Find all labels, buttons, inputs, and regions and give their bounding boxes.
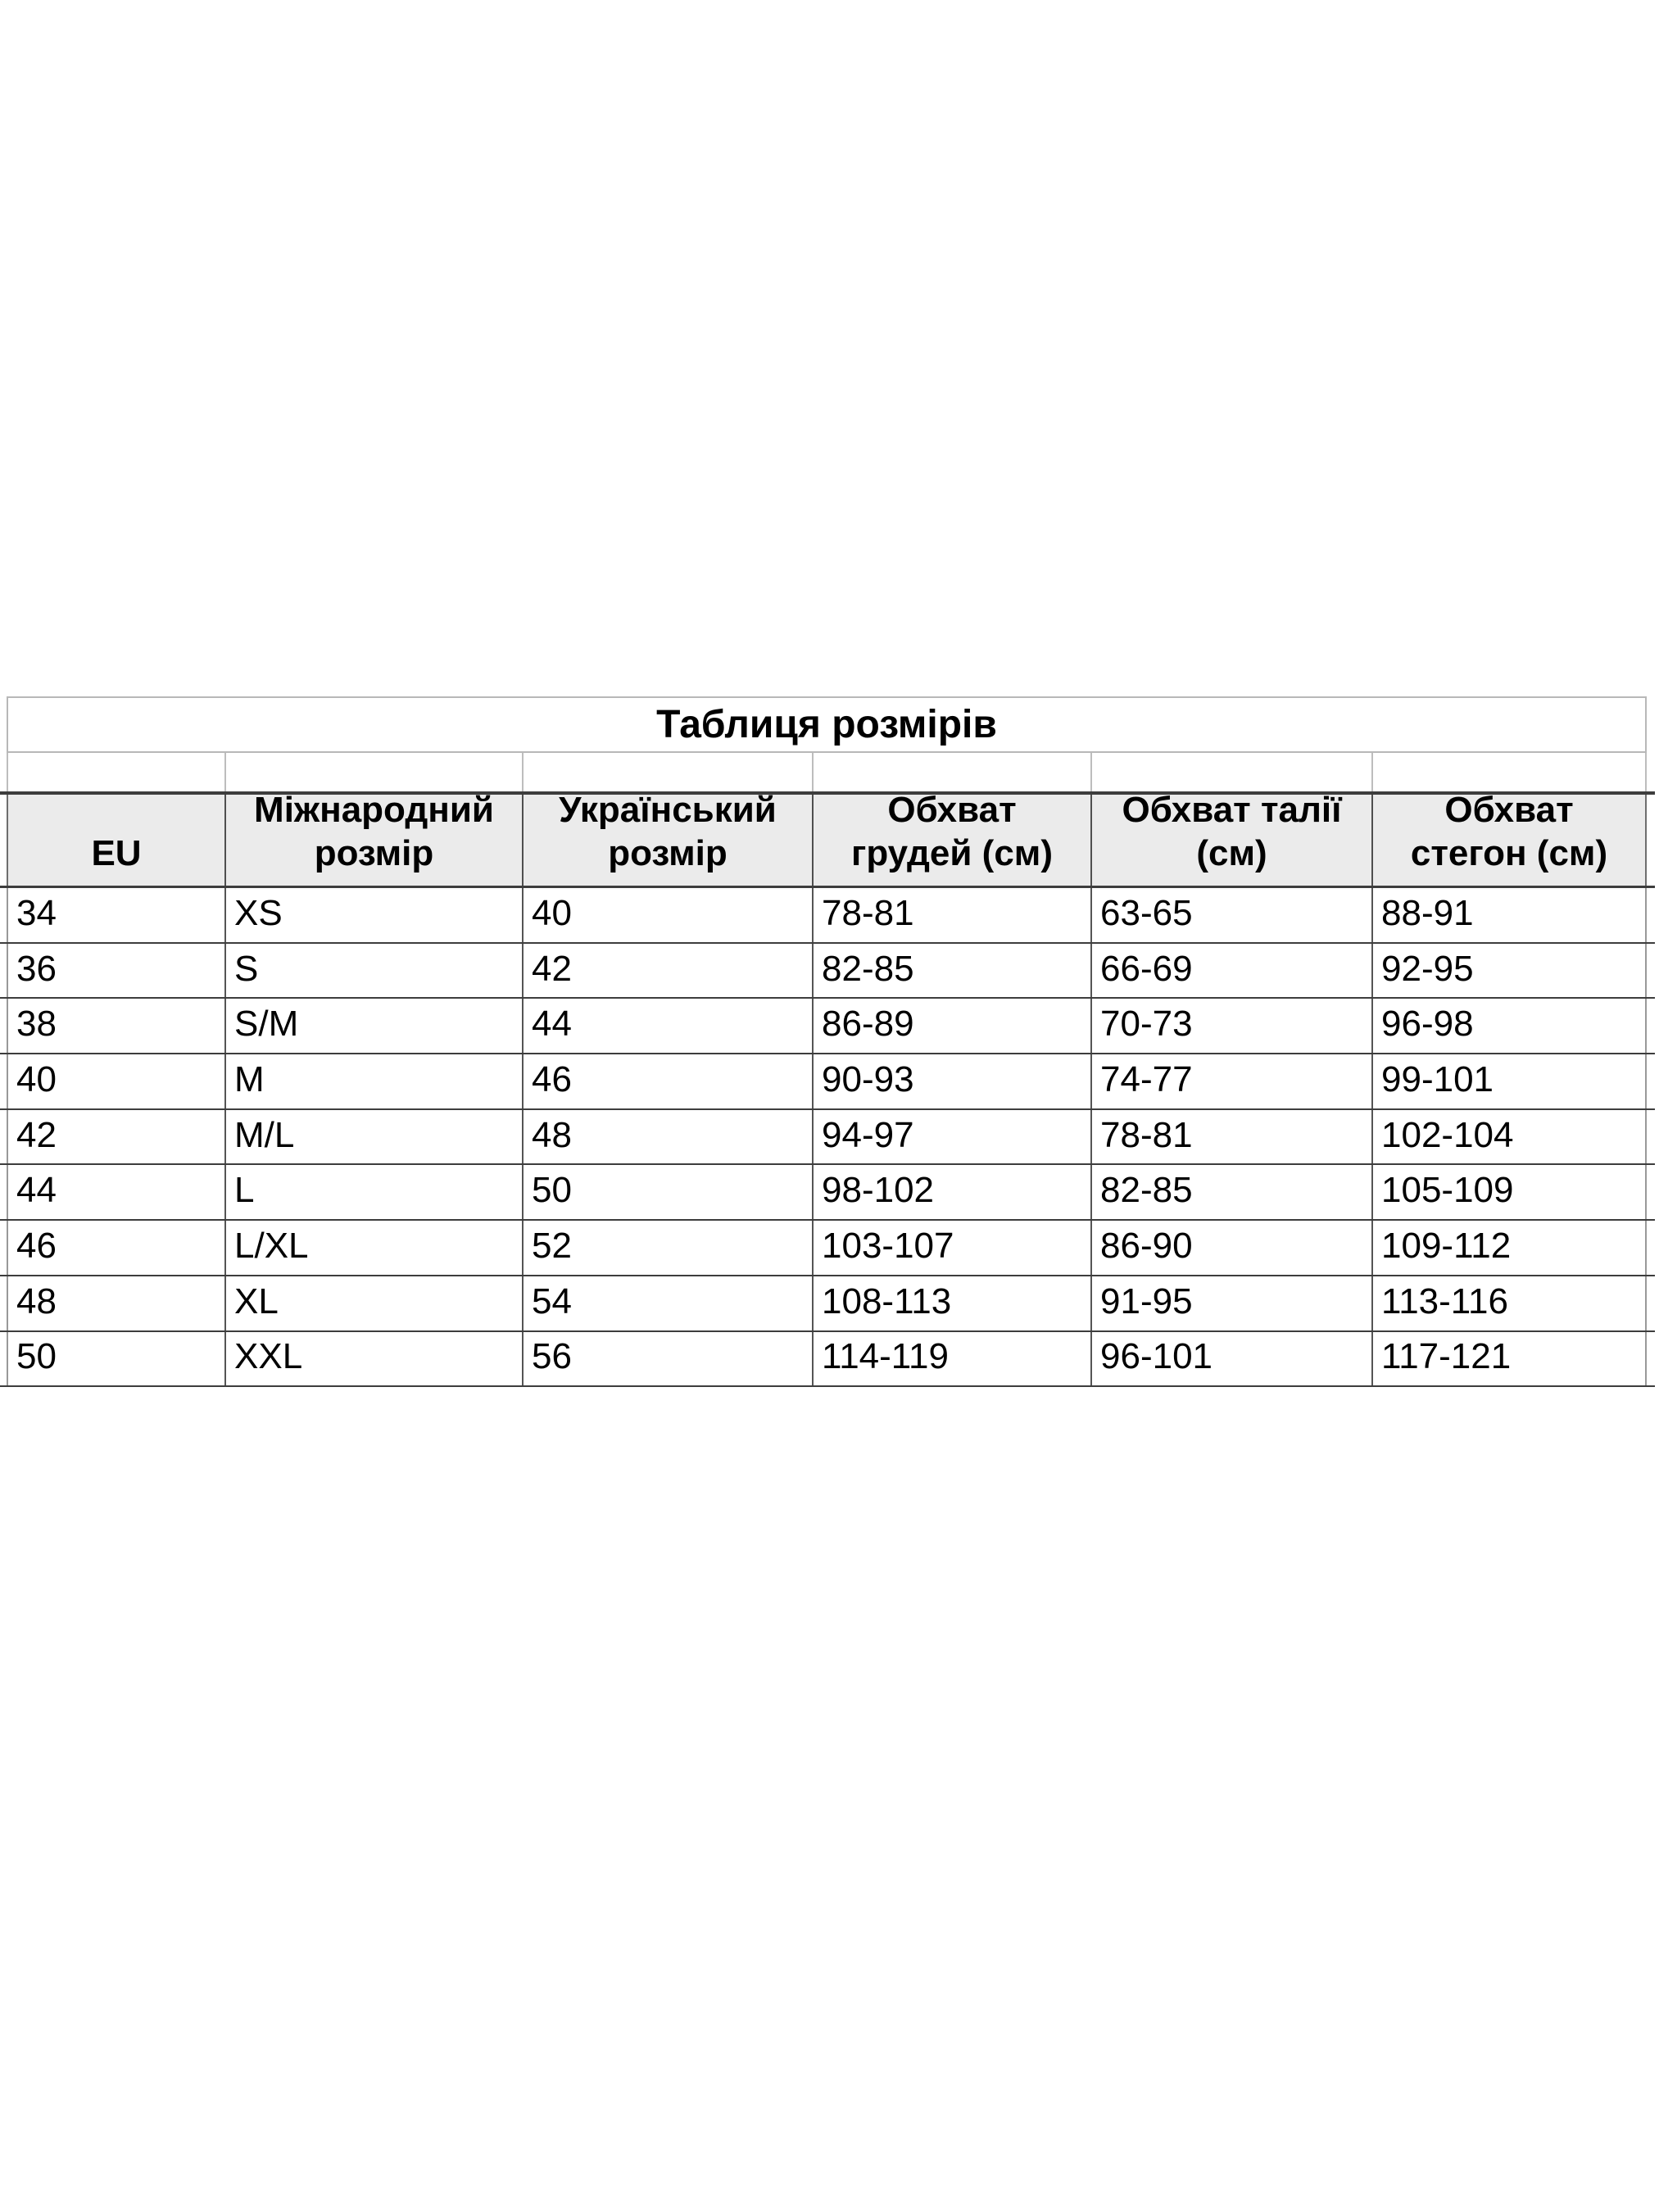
table-cell: 46 [7, 1221, 224, 1275]
table-row: 34 XS 40 78-81 63-65 88-91 [0, 888, 1655, 944]
table-cell: S/M [224, 999, 522, 1054]
spacer-cell [224, 753, 522, 791]
table-cell: 96-98 [1371, 999, 1647, 1054]
table-cell: 48 [7, 1276, 224, 1330]
spacer-cell [812, 753, 1090, 791]
table-row: 42 M/L 48 94-97 78-81 102-104 [0, 1109, 1655, 1166]
table-cell: 50 [522, 1165, 812, 1220]
table-cell: 44 [7, 1165, 224, 1220]
table-cell: M [224, 1054, 522, 1108]
table-cell: 46 [522, 1054, 812, 1108]
table-cell: 103-107 [812, 1221, 1090, 1275]
spacer-cell [7, 753, 224, 791]
table-cell: 108-113 [812, 1276, 1090, 1330]
table-cell: XS [224, 888, 522, 942]
table-cell: 70-73 [1090, 999, 1371, 1054]
table-cell: 42 [522, 943, 812, 998]
column-header-international: Міжнародний розмір [224, 795, 522, 886]
size-table: Таблиця розмірів EU Міжнародний розмір У… [0, 696, 1655, 1388]
table-cell: 52 [522, 1221, 812, 1275]
table-row: 38 S/M 44 86-89 70-73 96-98 [0, 999, 1655, 1055]
table-cell: 78-81 [1090, 1109, 1371, 1164]
table-cell: 82-85 [812, 943, 1090, 998]
spacer-row [0, 753, 1655, 795]
table-cell: 90-93 [812, 1054, 1090, 1108]
table-cell: 105-109 [1371, 1165, 1647, 1220]
table-body: 34 XS 40 78-81 63-65 88-91 36 S 42 82-85 66-69 92-9… [0, 888, 1655, 1388]
table-cell: M/L [224, 1109, 522, 1164]
table-cell: 102-104 [1371, 1109, 1647, 1164]
column-header-chest: Обхват грудей (см) [812, 795, 1090, 886]
table-cell: 36 [7, 943, 224, 998]
table-row: 48 XL 54 108-113 91-95 113-116 [0, 1276, 1655, 1332]
table-cell: 82-85 [1090, 1165, 1371, 1220]
table-cell: 91-95 [1090, 1276, 1371, 1330]
table-cell: 48 [522, 1109, 812, 1164]
table-cell: 54 [522, 1276, 812, 1330]
table-cell: 40 [522, 888, 812, 942]
table-cell: 113-116 [1371, 1276, 1647, 1330]
table-cell: 98-102 [812, 1165, 1090, 1220]
table-title: Таблиця розмірів [7, 696, 1647, 753]
table-cell: 63-65 [1090, 888, 1371, 942]
table-title-row: Таблиця розмірів [0, 696, 1655, 753]
table-cell: 99-101 [1371, 1054, 1647, 1108]
table-cell: 88-91 [1371, 888, 1647, 942]
column-header-hips: Обхват стегон (см) [1371, 795, 1647, 886]
table-cell: 96-101 [1090, 1331, 1371, 1386]
header-row: EU Міжнародний розмір Український розмір… [0, 795, 1655, 888]
table-row: 44 L 50 98-102 82-85 105-109 [0, 1165, 1655, 1222]
table-row: 46 L/XL 52 103-107 86-90 109-112 [0, 1221, 1655, 1276]
table-cell: 117-121 [1371, 1331, 1647, 1386]
table-cell: 114-119 [812, 1331, 1090, 1386]
column-header-waist: Обхват талії (см) [1090, 795, 1371, 886]
table-cell: 50 [7, 1331, 224, 1386]
table-cell: 56 [522, 1331, 812, 1386]
column-header-eu: EU [7, 795, 224, 886]
table-cell: 86-89 [812, 999, 1090, 1054]
table-cell: 40 [7, 1054, 224, 1108]
table-cell: 92-95 [1371, 943, 1647, 998]
table-cell: 34 [7, 888, 224, 942]
table-cell: 38 [7, 999, 224, 1054]
table-cell: L/XL [224, 1221, 522, 1275]
spacer-cell [1090, 753, 1371, 791]
column-header-ukrainian: Український розмір [522, 795, 812, 886]
table-row: 40 M 46 90-93 74-77 99-101 [0, 1054, 1655, 1110]
table-cell: 94-97 [812, 1109, 1090, 1164]
table-cell: S [224, 943, 522, 998]
table-cell: 66-69 [1090, 943, 1371, 998]
table-cell: 74-77 [1090, 1054, 1371, 1108]
table-cell: 44 [522, 999, 812, 1054]
table-cell: 109-112 [1371, 1221, 1647, 1275]
table-cell: XXL [224, 1331, 522, 1386]
table-cell: 78-81 [812, 888, 1090, 942]
table-cell: XL [224, 1276, 522, 1330]
table-row: 36 S 42 82-85 66-69 92-95 [0, 943, 1655, 999]
table-row: 50 XXL 56 114-119 96-101 117-121 [0, 1331, 1655, 1388]
spacer-cell [522, 753, 812, 791]
table-cell: 86-90 [1090, 1221, 1371, 1275]
table-cell: 42 [7, 1109, 224, 1164]
table-cell: L [224, 1165, 522, 1220]
spacer-cell [1371, 753, 1647, 791]
